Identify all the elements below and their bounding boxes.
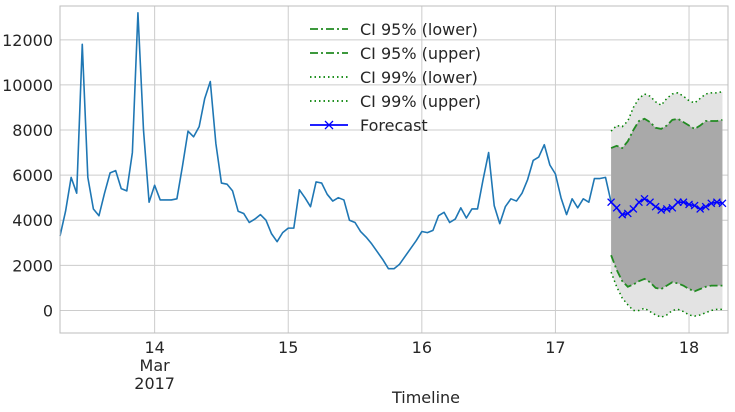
forecast-marker [679, 198, 688, 207]
legend-label: CI 95% (upper) [360, 44, 481, 63]
ci95-fill [611, 118, 723, 292]
forecast-marker [718, 199, 727, 208]
x-tick-label: 18 [679, 338, 699, 357]
forecast-marker [640, 194, 649, 203]
forecast-marker [701, 202, 710, 211]
forecast-marker [623, 209, 632, 218]
x-tick-label: 15 [278, 338, 298, 357]
legend-label: CI 95% (lower) [360, 20, 478, 39]
legend-marker [324, 120, 334, 130]
legend-label: CI 99% (lower) [360, 68, 478, 87]
x-tick-label: 14 [144, 338, 164, 357]
x-tick-label: 16 [412, 338, 432, 357]
forecast-marker [629, 205, 638, 213]
forecast-series [607, 194, 727, 219]
forecast-marker [696, 205, 705, 213]
ci95-band [610, 117, 723, 293]
legend-label: CI 99% (upper) [360, 92, 481, 111]
y-tick-label: 6000 [12, 166, 53, 185]
plot-frame [59, 5, 729, 334]
forecast-marker [651, 202, 660, 211]
forecast-marker [690, 201, 699, 210]
forecast-marker [634, 198, 643, 207]
legend: CI 95% (lower) CI 95% (upper) CI 99% (lowe… [310, 20, 481, 135]
x-tick-sublabel: Mar [140, 356, 171, 375]
forecast-marker [612, 203, 621, 212]
y-tick-label: 4000 [12, 211, 53, 230]
x-axis-label: Timeline [391, 388, 460, 407]
observed-line [59, 11, 612, 270]
x-tick-label: 17 [545, 338, 565, 357]
legend-label: Forecast [360, 116, 428, 135]
ci95-upper-line [610, 117, 723, 150]
ci99-lower-line [610, 271, 723, 319]
y-tick-label: 8000 [12, 121, 53, 140]
ci95-lower-line [610, 254, 723, 293]
y-tick-label: 12000 [2, 31, 53, 50]
x-tick-sublabel: 2017 [134, 374, 175, 393]
y-axis-ticks: 0 2000 4000 6000 8000 10000 12000 [2, 31, 53, 321]
observed-series [59, 11, 612, 270]
grid-lines [60, 6, 728, 333]
forecast-marker [646, 198, 655, 207]
y-tick-label: 0 [43, 301, 53, 320]
y-tick-label: 2000 [12, 256, 53, 275]
y-tick-label: 10000 [2, 76, 53, 95]
